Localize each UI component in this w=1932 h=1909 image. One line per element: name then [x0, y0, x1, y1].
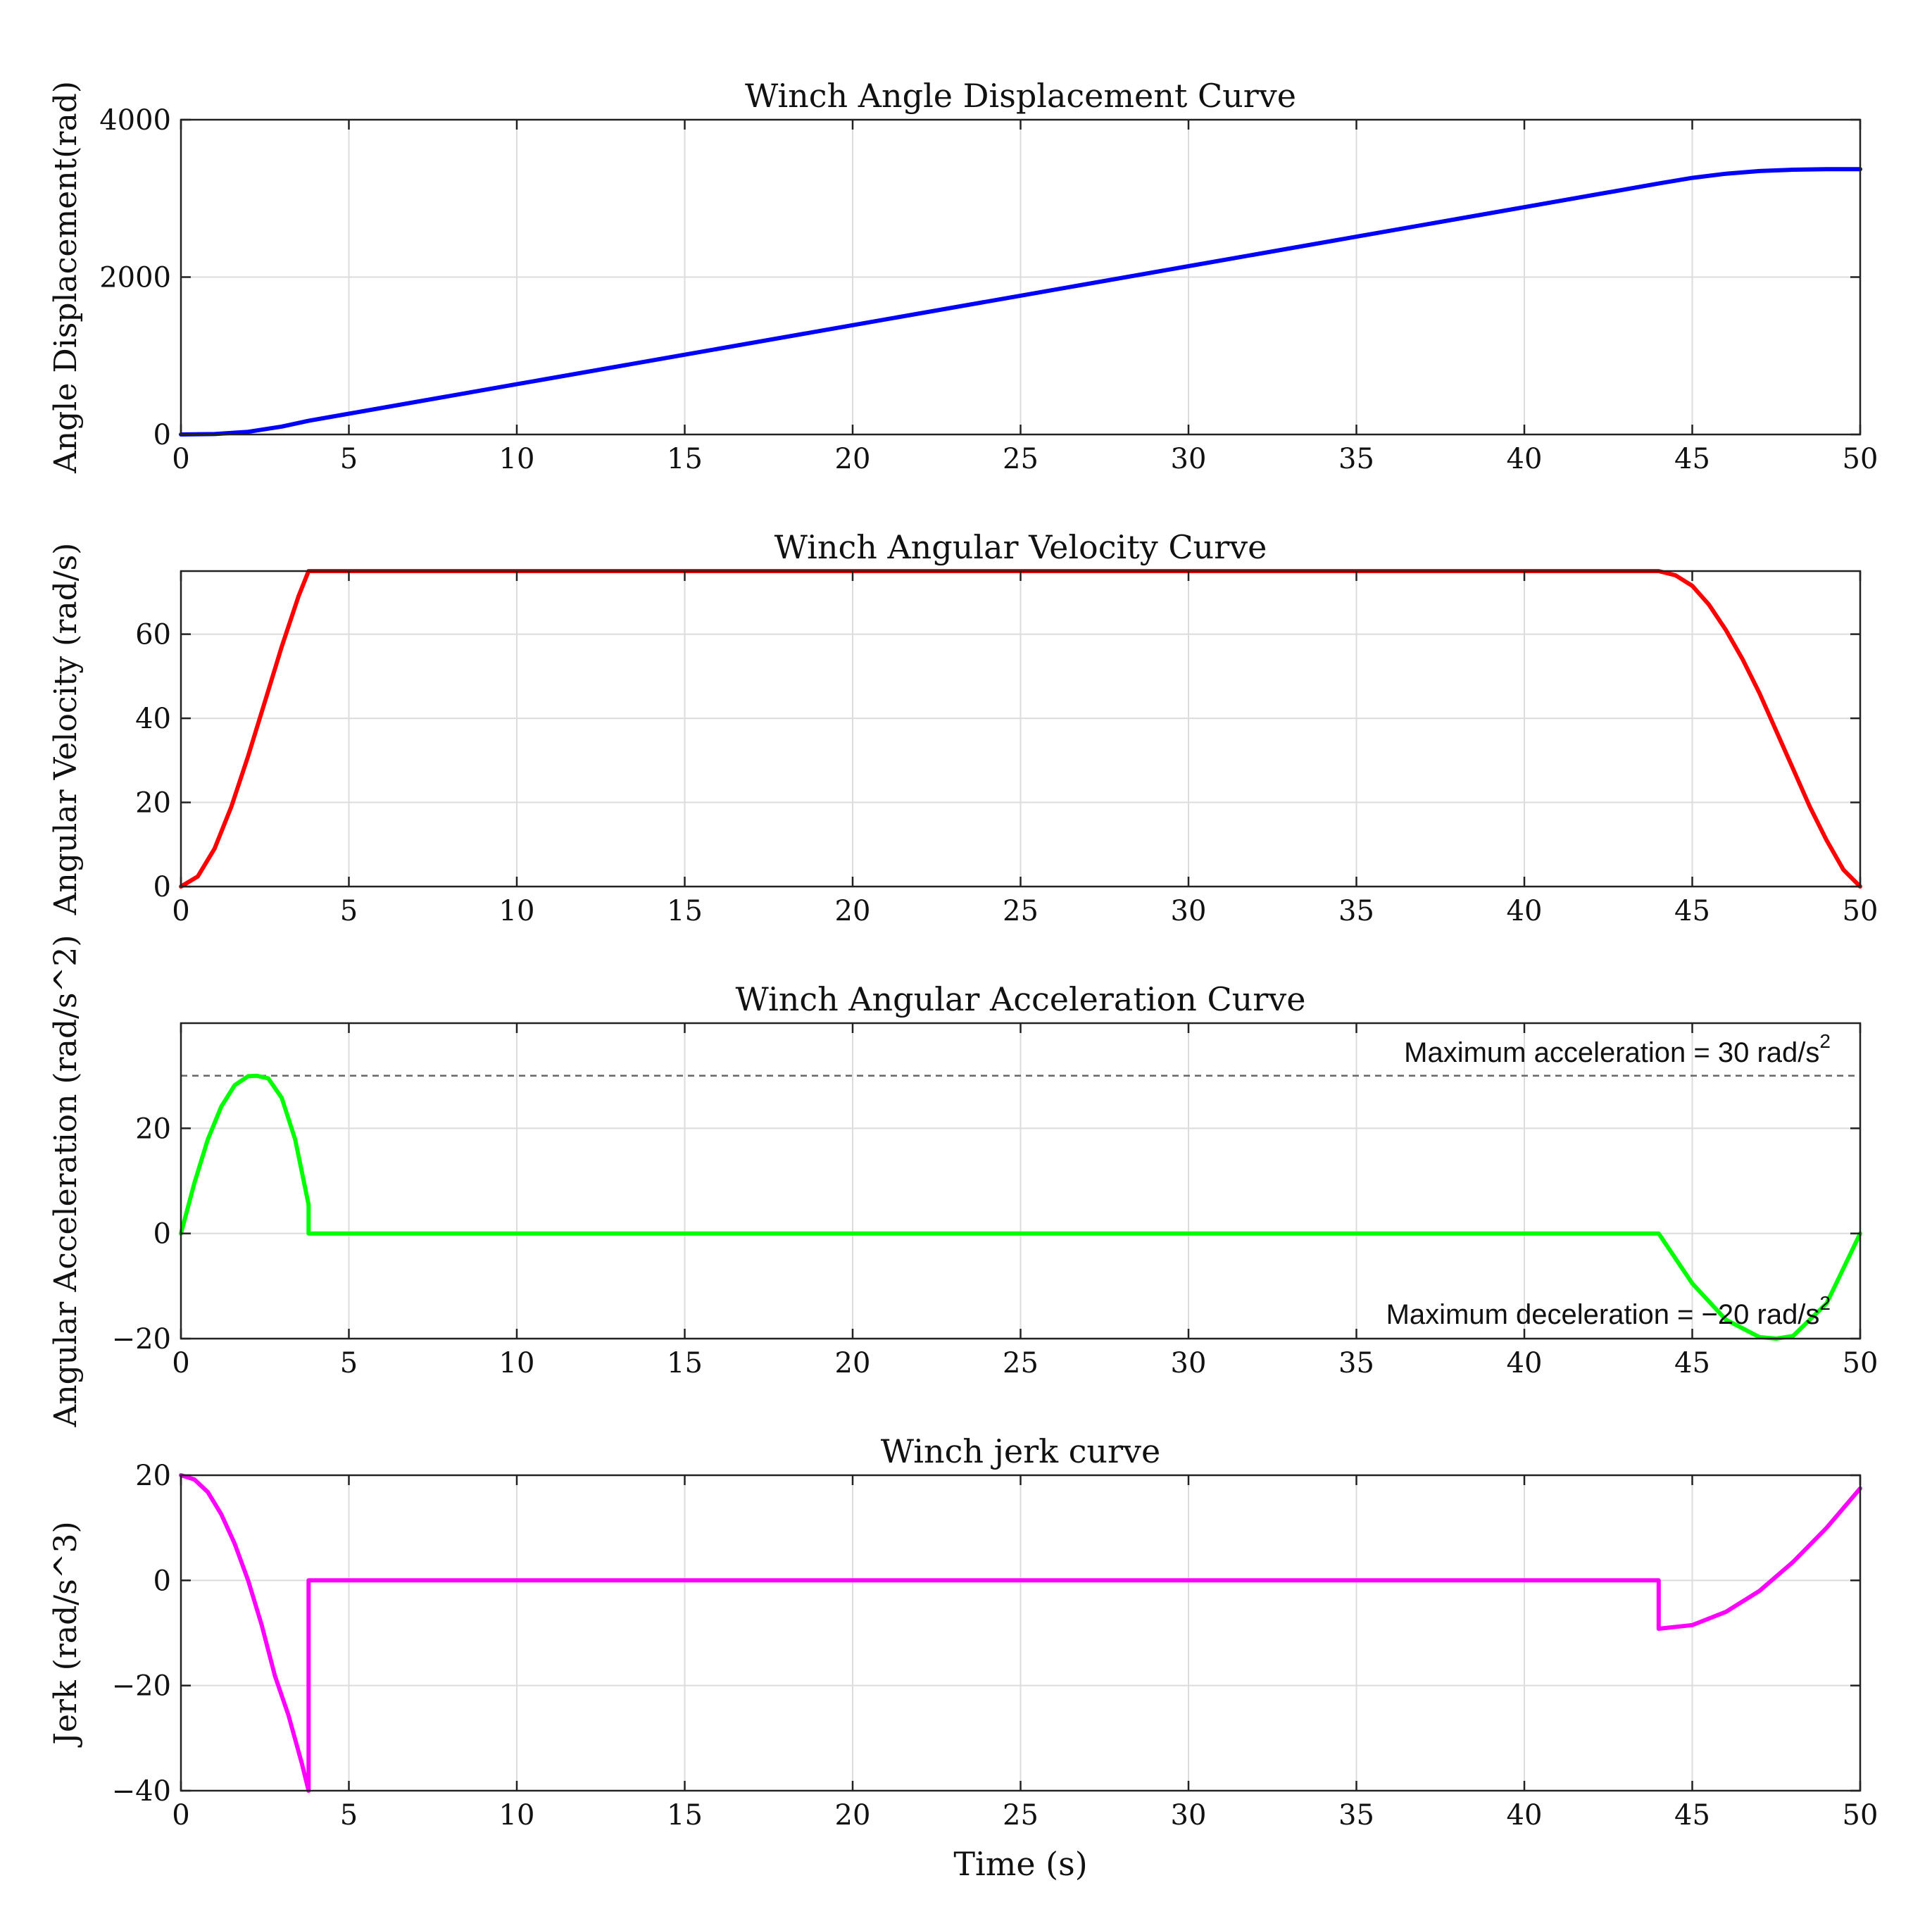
- series-line-3: [179, 1073, 1862, 1341]
- y-tick-label: 40: [135, 703, 171, 735]
- x-tick-label: 50: [1843, 1799, 1878, 1832]
- y-tick-label: 0: [153, 1565, 171, 1597]
- x-tick-label: 10: [499, 895, 535, 927]
- x-tick-label: 50: [1843, 895, 1878, 927]
- x-tick-label: 45: [1674, 895, 1710, 927]
- x-axis-label: Time (s): [953, 1845, 1087, 1883]
- x-tick-label: 40: [1507, 895, 1543, 927]
- y-tick-label: −20: [112, 1323, 171, 1356]
- x-tick-label: 50: [1843, 1347, 1878, 1379]
- x-tick-label: 10: [499, 443, 535, 475]
- x-tick-label: 35: [1338, 895, 1374, 927]
- chart-panel-1: 0 5 10 15 20 25 30 35 40 45 50 0 2000 4000 Winch Angle…: [48, 77, 1878, 475]
- x-tick-label: 40: [1507, 443, 1543, 475]
- x-tick-label: 10: [499, 1347, 535, 1379]
- y-axis-label: Angular Velocity (rad/s): [48, 543, 84, 916]
- x-tick-label: 35: [1338, 443, 1374, 475]
- x-tick-label: 45: [1674, 1799, 1710, 1832]
- x-tick-label: 5: [340, 443, 358, 475]
- y-tick-label: −20: [112, 1670, 171, 1703]
- x-tick-label: 0: [172, 443, 189, 475]
- y-tick-label: −40: [112, 1775, 171, 1808]
- y-tick-label: 20: [135, 1460, 171, 1492]
- series-line-4: [179, 1473, 1862, 1793]
- x-tick-label: 20: [835, 1347, 871, 1379]
- chart-title: Winch Angle Displacement Curve: [745, 77, 1296, 115]
- x-tick-label: 35: [1338, 1799, 1374, 1832]
- y-tick-label: 0: [153, 419, 171, 451]
- x-tick-label: 30: [1171, 1347, 1207, 1379]
- x-tick-label: 20: [835, 895, 871, 927]
- y-axis-label: Jerk (rad/s^3): [48, 1521, 84, 1747]
- y-tick-label: 60: [135, 619, 171, 651]
- chart-panel-4: 0 5 10 15 20 25 30 35 40 45 50 −40 −20 0 20 Winch jerk …: [48, 1432, 1878, 1883]
- x-tick-label: 30: [1171, 443, 1207, 475]
- x-tick-label: 5: [340, 1799, 358, 1832]
- x-tick-label: 10: [499, 1799, 535, 1832]
- x-tick-label: 30: [1171, 895, 1207, 927]
- x-tick-label: 25: [1003, 1799, 1039, 1832]
- annotation-label: Maximum deceleration = −20 rad/s2: [1386, 1292, 1831, 1330]
- y-tick-label: 20: [135, 1113, 171, 1145]
- y-tick-label: 4000: [99, 104, 171, 137]
- x-tick-label: 15: [667, 1347, 703, 1379]
- x-tick-label: 45: [1674, 1347, 1710, 1379]
- x-tick-label: 25: [1003, 443, 1039, 475]
- series-line-1: [179, 167, 1862, 437]
- x-tick-label: 50: [1843, 443, 1878, 475]
- x-tick-label: 15: [667, 895, 703, 927]
- chart-title: Winch Angular Velocity Curve: [774, 528, 1267, 566]
- x-tick-label: 35: [1338, 1347, 1374, 1379]
- x-tick-label: 25: [1003, 1347, 1039, 1379]
- x-tick-label: 5: [340, 895, 358, 927]
- x-tick-label: 40: [1507, 1799, 1543, 1832]
- y-axis-label: Angle Displacement(rad): [48, 81, 84, 474]
- chart-title: Winch Angular Acceleration Curve: [736, 980, 1306, 1018]
- x-tick-label: 45: [1674, 443, 1710, 475]
- annotation-label: Maximum acceleration = 30 rad/s2: [1404, 1030, 1831, 1068]
- x-tick-label: 40: [1507, 1347, 1543, 1379]
- y-axis-label: Angular Acceleration (rad/s^2): [48, 934, 84, 1427]
- y-tick-label: 0: [153, 1218, 171, 1251]
- x-tick-label: 15: [667, 1799, 703, 1832]
- y-tick-label: 0: [153, 871, 171, 903]
- x-tick-label: 0: [172, 1347, 189, 1379]
- x-tick-label: 30: [1171, 1799, 1207, 1832]
- y-tick-label: 2000: [99, 262, 171, 294]
- x-tick-label: 20: [835, 443, 871, 475]
- x-tick-label: 20: [835, 1799, 871, 1832]
- x-tick-label: 0: [172, 895, 189, 927]
- y-tick-label: 20: [135, 787, 171, 820]
- chart-panel-2: 0 5 10 15 20 25 30 35 40 45 50 0 20 40 60 Winch Angular…: [48, 528, 1878, 927]
- chart-title: Winch jerk curve: [881, 1432, 1160, 1470]
- x-tick-label: 5: [340, 1347, 358, 1379]
- x-tick-label: 15: [667, 443, 703, 475]
- x-tick-label: 25: [1003, 895, 1039, 927]
- x-tick-label: 0: [172, 1799, 189, 1832]
